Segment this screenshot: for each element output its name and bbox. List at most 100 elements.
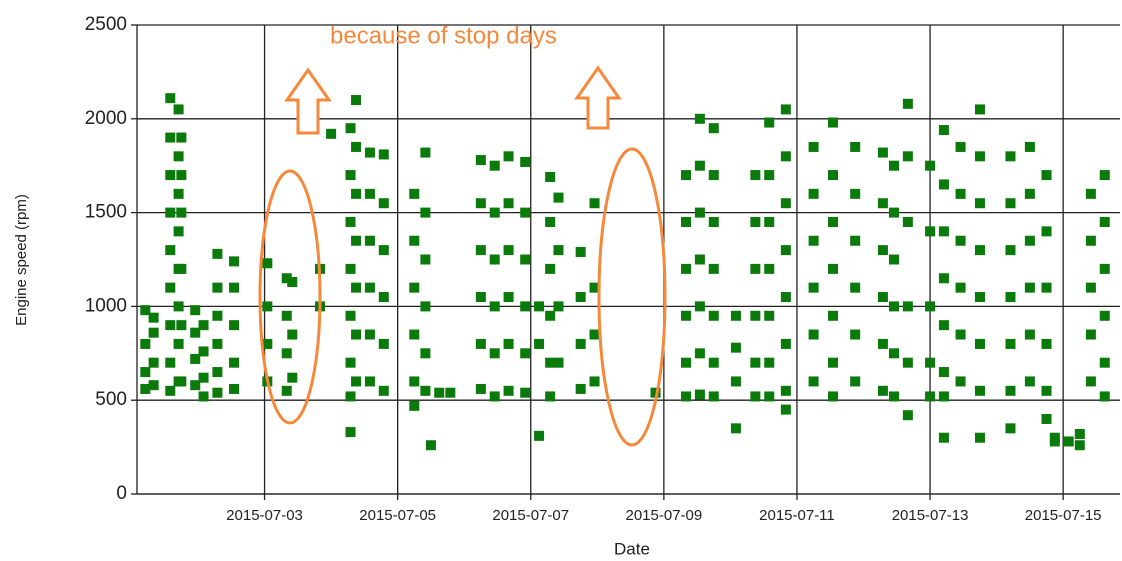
point [475,245,486,256]
point [148,312,159,323]
x-tick-label: 2015-07-05 [359,507,436,524]
point [780,198,791,209]
point [351,376,362,387]
point [489,348,500,359]
y-tick-label: 1000 [85,295,127,316]
point [1099,170,1110,181]
point [378,338,389,349]
point [1041,226,1052,237]
point [1099,216,1110,227]
point [212,248,223,259]
point [190,327,201,338]
point [173,104,184,115]
point [764,357,775,368]
point [420,301,431,312]
point [1005,385,1016,396]
point [808,329,819,340]
point [520,156,531,167]
point [902,151,913,162]
point [364,147,375,158]
point [694,254,705,265]
point [694,301,705,312]
point [351,235,362,246]
point [229,282,240,293]
point [938,367,949,378]
point [345,263,356,274]
point [955,188,966,199]
point [974,245,985,256]
point [938,432,949,443]
point [364,282,375,293]
point [889,207,900,218]
point [351,282,362,293]
point [1099,310,1110,321]
point [545,357,556,368]
arrow [284,67,332,135]
point [165,282,176,293]
point [287,277,298,288]
point [229,383,240,394]
point [1041,338,1052,349]
point [489,160,500,171]
point [828,357,839,368]
point [409,400,420,411]
point [902,216,913,227]
point [503,338,514,349]
point [902,410,913,421]
point [212,310,223,321]
point [974,292,985,303]
point [281,310,292,321]
point [148,327,159,338]
point [764,117,775,128]
point [520,254,531,265]
point [351,141,362,152]
point [409,376,420,387]
point [1041,385,1052,396]
point [148,380,159,391]
point [140,338,151,349]
point [730,310,741,321]
point [1005,198,1016,209]
point [176,263,187,274]
point [1024,235,1035,246]
point [173,301,184,312]
point [828,216,839,227]
point [351,188,362,199]
point [475,292,486,303]
point [750,357,761,368]
point [176,207,187,218]
point [364,376,375,387]
point [750,216,761,227]
point [938,226,949,237]
point [1005,338,1016,349]
point [780,338,791,349]
point [1024,188,1035,199]
point [229,320,240,331]
point [165,385,176,396]
point [808,188,819,199]
point [534,430,545,441]
point [475,155,486,166]
point [938,179,949,190]
point [489,254,500,265]
point [475,383,486,394]
point [165,132,176,143]
point [808,235,819,246]
point [173,151,184,162]
point [808,141,819,152]
point [694,207,705,218]
x-axis-label: Date [614,539,650,558]
point [750,263,761,274]
point [902,98,913,109]
point [750,391,761,402]
point [212,338,223,349]
point [681,263,692,274]
point [409,235,420,246]
point [176,132,187,143]
point [902,357,913,368]
point [925,357,936,368]
point [850,235,861,246]
point [850,329,861,340]
point [345,123,356,134]
point [828,263,839,274]
